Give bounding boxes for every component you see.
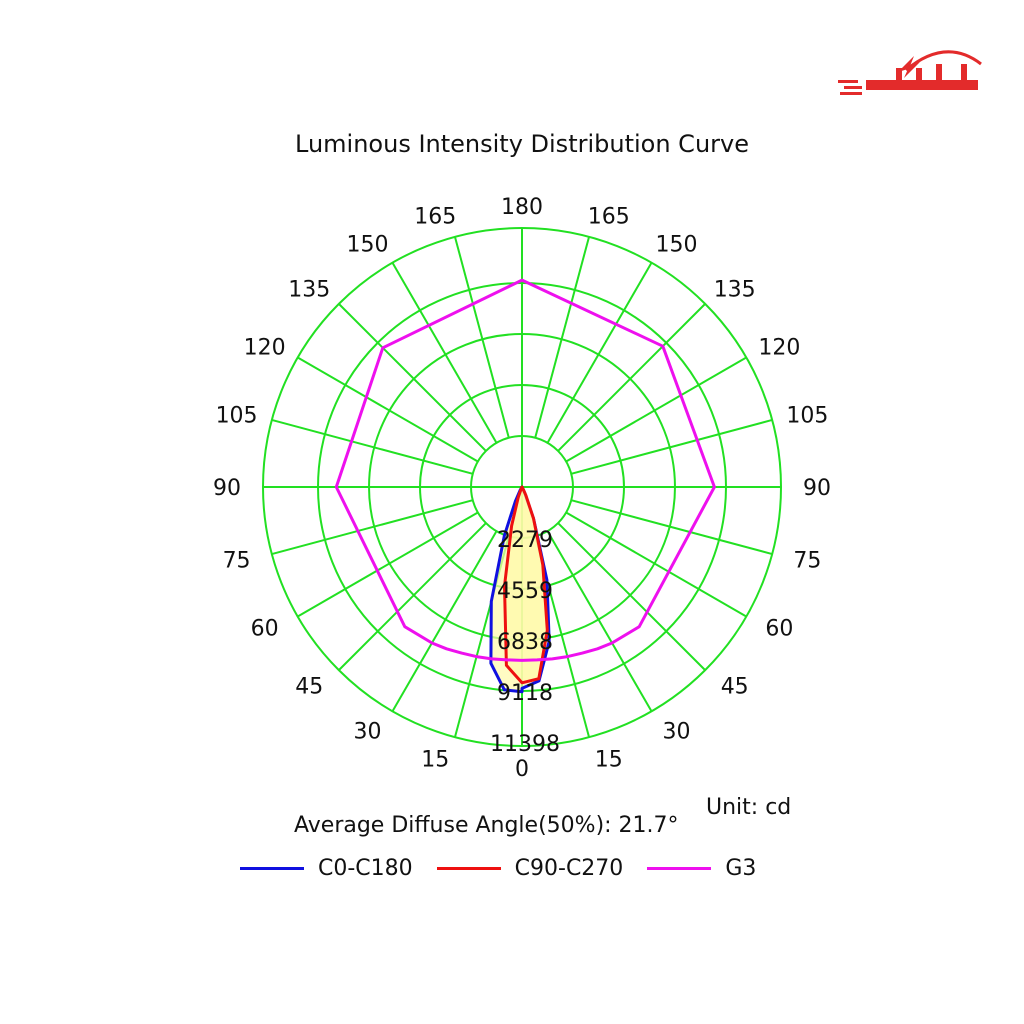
- series-curve-c90-c270: [503, 485, 549, 685]
- legend-item-c0-c180: C0-C180: [240, 856, 413, 881]
- angle-tick-label: 30: [663, 719, 691, 744]
- series-curve-g3: [334, 278, 716, 662]
- grid-spoke: [534, 236, 591, 439]
- grid-spoke: [271, 499, 474, 556]
- chart-title: Luminous Intensity Distribution Curve: [295, 130, 749, 158]
- grid-spoke: [297, 511, 479, 618]
- angle-tick-label: 45: [295, 675, 323, 700]
- legend-label: C0-C180: [318, 856, 413, 881]
- angle-tick-label: 30: [354, 719, 382, 744]
- angle-tick-label: 165: [414, 205, 456, 230]
- angle-tick-label: 120: [244, 336, 286, 361]
- radial-tick-label: 4559: [497, 579, 553, 604]
- grid-spoke: [557, 522, 706, 671]
- angle-tick-label: 90: [213, 476, 241, 501]
- diffuse-angle-annotation: Average Diffuse Angle(50%): 21.7°: [294, 813, 679, 838]
- grid-spoke: [546, 530, 653, 712]
- grid-spoke: [570, 418, 773, 475]
- grid-spoke: [391, 530, 498, 712]
- grid-spoke: [557, 303, 706, 452]
- legend-swatch: [436, 867, 501, 870]
- angle-tick-label: 15: [595, 747, 623, 772]
- grid-spoke: [338, 522, 487, 671]
- legend-label: G3: [725, 856, 757, 881]
- grid-spoke: [271, 418, 474, 475]
- grid-spoke: [565, 356, 747, 463]
- legend-item-c90-c270: C90-C270: [436, 856, 624, 881]
- angle-tick-label: 150: [347, 233, 389, 258]
- angle-tick-label: 0: [515, 757, 529, 782]
- angle-tick-label: 165: [588, 205, 630, 230]
- angle-tick-label: 60: [765, 617, 793, 642]
- grid-spoke: [391, 262, 498, 444]
- legend: C0-C180 C90-C270 G3: [240, 856, 780, 881]
- radial-tick-label: 2279: [497, 528, 553, 553]
- grid-spoke: [453, 236, 510, 439]
- grid-spoke: [570, 499, 773, 556]
- angle-tick-label: 120: [758, 336, 800, 361]
- angle-tick-label: 90: [803, 476, 831, 501]
- radial-tick-label: 6838: [497, 630, 553, 655]
- radial-tick-label: 11398: [490, 732, 560, 757]
- angle-tick-label: 60: [251, 617, 279, 642]
- angle-tick-label: 135: [714, 277, 756, 302]
- angle-tick-label: 75: [793, 549, 821, 574]
- angle-tick-label: 135: [288, 277, 330, 302]
- grid-spoke: [565, 511, 747, 618]
- grid-spoke: [297, 356, 479, 463]
- legend-swatch: [240, 867, 304, 870]
- legend-swatch: [647, 867, 712, 870]
- angle-tick-label: 75: [223, 549, 251, 574]
- radial-tick-label: 9118: [497, 681, 553, 706]
- angle-tick-label: 150: [656, 233, 698, 258]
- grid-spoke: [546, 262, 653, 444]
- angle-tick-label: 105: [786, 403, 828, 428]
- brand-logo: [838, 50, 982, 95]
- legend-label: C90-C270: [514, 856, 624, 881]
- angle-tick-label: 15: [421, 747, 449, 772]
- angle-tick-label: 105: [216, 403, 258, 428]
- angle-tick-label: 45: [721, 675, 749, 700]
- angle-tick-label: 180: [501, 195, 543, 220]
- grid-spoke: [338, 303, 487, 452]
- legend-item-g3: G3: [647, 856, 756, 881]
- unit-label: Unit: cd: [706, 795, 792, 820]
